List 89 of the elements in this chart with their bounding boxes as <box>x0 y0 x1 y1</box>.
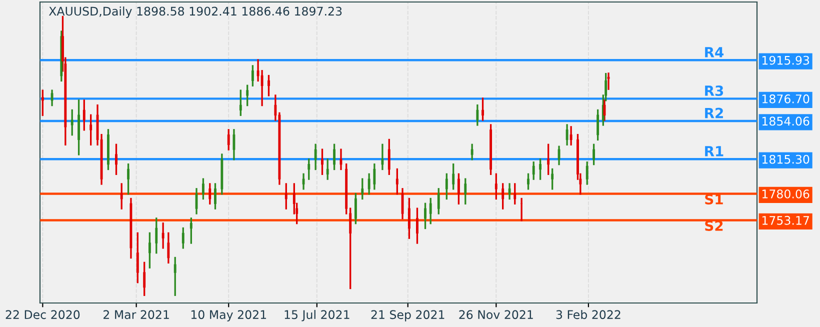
ref-line-label: S1 <box>705 194 723 205</box>
candlestick <box>182 227 184 249</box>
ref-line-label: S2 <box>705 220 723 231</box>
candlestick <box>476 104 479 126</box>
candlestick <box>127 163 130 195</box>
candlestick <box>78 100 80 156</box>
candlestick <box>208 183 212 204</box>
candlestick <box>314 144 317 170</box>
x-tick-label: 21 Sep 2021 <box>371 310 444 322</box>
y-tick-label: 1815.30 <box>762 154 810 164</box>
y-tick-label: 1780.06 <box>762 189 810 198</box>
candlestick <box>333 144 336 170</box>
candlestick <box>136 232 139 284</box>
candlestick <box>361 178 364 200</box>
candlestick <box>373 163 376 190</box>
candlestick <box>457 173 460 204</box>
candlestick <box>302 173 305 190</box>
candlestick <box>452 163 455 190</box>
candlestick <box>547 144 550 175</box>
candlestick <box>50 90 54 106</box>
candlestick <box>539 158 542 180</box>
y-tick-label: 1753.17 <box>762 216 809 225</box>
ref-line-label: R4 <box>705 47 724 58</box>
x-tick-label: 10 May 2021 <box>191 310 266 322</box>
x-tick-label: 15 Jul 2021 <box>284 310 350 322</box>
candlestick <box>202 178 204 200</box>
candlestick <box>120 183 123 210</box>
ref-line-label: R3 <box>705 85 724 96</box>
candlestick <box>570 126 572 146</box>
candlestick <box>155 218 158 254</box>
y-tick-label: 1876.70 <box>762 94 810 104</box>
x-tick-label: 3 Feb 2022 <box>556 310 620 320</box>
candlestick <box>396 168 398 195</box>
ref-line-label: R2 <box>705 108 723 118</box>
x-tick-label: 2 Mar 2021 <box>104 310 169 320</box>
candlestick <box>424 202 426 230</box>
candlestick <box>41 90 44 116</box>
candlestick <box>174 256 176 296</box>
ref-line-label: R1 <box>705 146 724 156</box>
candlestick <box>429 198 432 224</box>
candlestick <box>239 90 242 116</box>
candlestick <box>251 65 254 86</box>
candlestick <box>532 162 535 180</box>
candlestick <box>482 98 484 121</box>
candlestick <box>326 158 329 180</box>
candlestick <box>494 173 498 200</box>
candlestick <box>437 188 440 214</box>
x-tick-label: 26 Nov 2021 <box>459 310 533 320</box>
candlestick <box>232 129 236 160</box>
candlestick <box>464 178 467 204</box>
y-tick-label: 1915.93 <box>762 56 810 65</box>
candlestick <box>321 148 324 175</box>
candlestick <box>227 129 230 150</box>
candlestick <box>268 74 270 96</box>
candlestick <box>527 173 530 190</box>
candlestick <box>70 109 74 136</box>
candlestick <box>115 144 118 175</box>
candlestick <box>284 183 288 210</box>
candlestick <box>586 162 588 185</box>
candlestick <box>551 168 554 190</box>
candlestick <box>502 183 504 210</box>
candlestick <box>445 173 448 200</box>
candlestick <box>82 100 86 131</box>
candlestick <box>514 183 516 204</box>
candlestick <box>190 218 192 244</box>
candlestick <box>148 232 151 268</box>
candlestick <box>349 208 352 290</box>
candlestick <box>368 173 370 195</box>
candlestick <box>596 109 600 141</box>
y-tick-label: 1854.06 <box>762 116 810 126</box>
candlestick <box>388 138 390 175</box>
candlestick <box>214 183 216 210</box>
candlestick <box>416 208 418 244</box>
candlestick <box>107 129 110 170</box>
candlestick <box>90 114 92 146</box>
candlestick <box>470 144 474 160</box>
candlestick <box>308 158 310 180</box>
candlestick <box>246 84 249 106</box>
candlestick <box>167 232 170 264</box>
candlestick <box>143 262 146 296</box>
candlestick <box>260 70 264 106</box>
x-tick-label: 22 Dec 2020 <box>6 310 80 320</box>
candlestick <box>162 222 164 249</box>
candlestick <box>408 198 410 239</box>
candlestick <box>566 124 568 146</box>
candlestick <box>354 192 357 224</box>
chart-title: XAUUSD,Daily 1898.58 1902.41 1886.46 1897.23 <box>48 6 342 18</box>
candlestick <box>381 144 384 170</box>
candlestick <box>592 144 596 166</box>
